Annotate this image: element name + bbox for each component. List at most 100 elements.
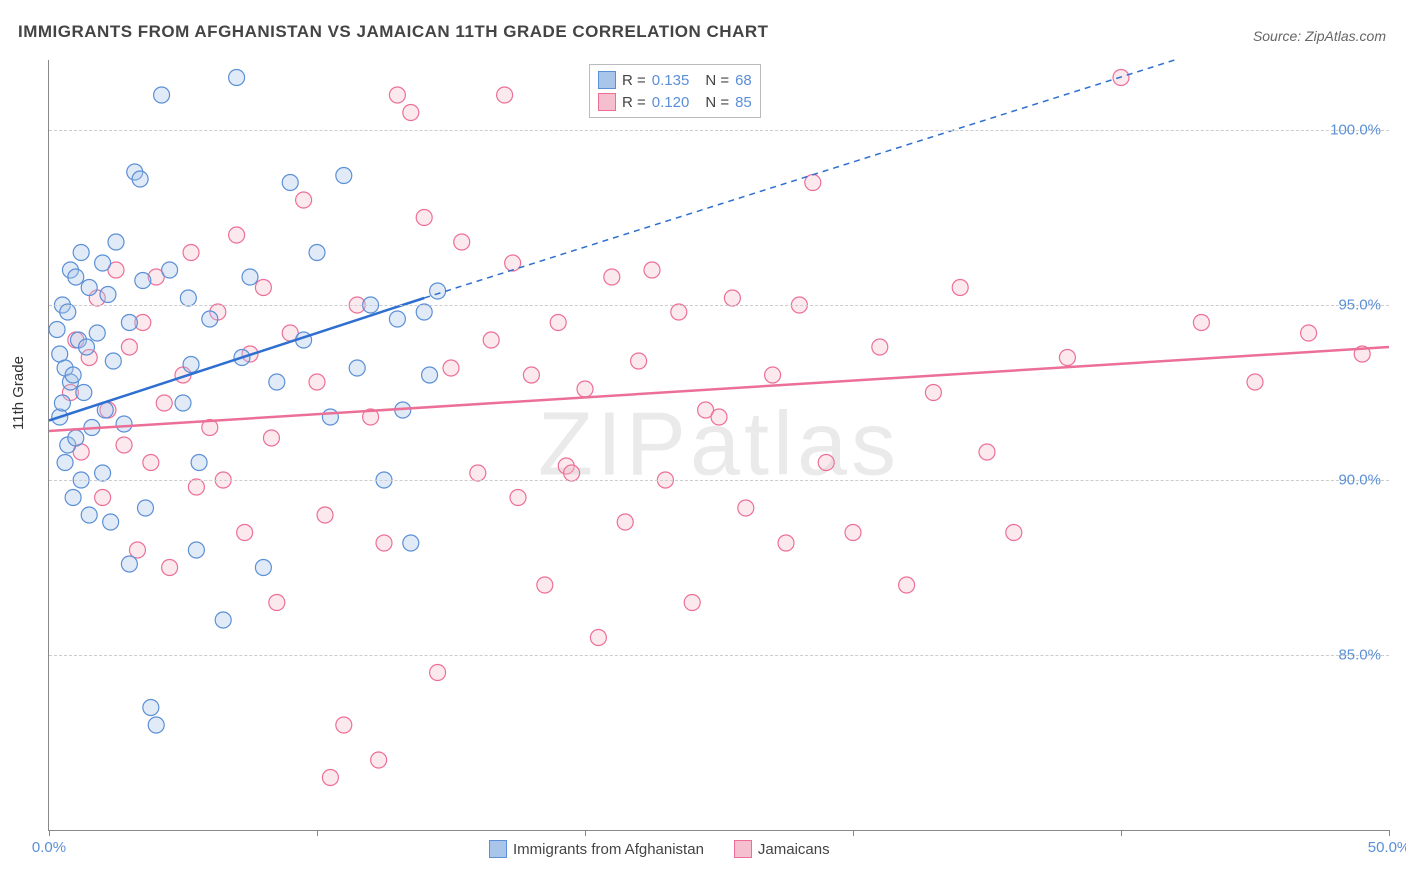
data-point	[103, 514, 119, 530]
legend-R-label: R =	[622, 72, 646, 89]
swatch-afghanistan	[598, 71, 616, 89]
y-axis-label: 11th Grade	[10, 356, 27, 430]
data-point	[116, 437, 132, 453]
data-point	[505, 255, 521, 271]
data-point	[183, 357, 199, 373]
x-tick-mark	[49, 830, 50, 836]
data-point	[148, 717, 164, 733]
data-point	[497, 87, 513, 103]
data-point	[162, 262, 178, 278]
data-point	[1193, 315, 1209, 331]
data-point	[389, 311, 405, 327]
gridline-h	[49, 305, 1389, 306]
data-point	[121, 315, 137, 331]
data-point	[215, 612, 231, 628]
x-tick-label: 0.0%	[32, 839, 66, 856]
data-point	[129, 542, 145, 558]
data-point	[738, 500, 754, 516]
data-point	[422, 367, 438, 383]
data-point	[336, 717, 352, 733]
legend-R-value-afghanistan: 0.135	[652, 72, 690, 89]
y-tick-label: 100.0%	[1330, 122, 1381, 139]
data-point	[137, 500, 153, 516]
data-point	[403, 105, 419, 121]
data-point	[95, 465, 111, 481]
chart-svg	[49, 60, 1389, 830]
data-point	[925, 385, 941, 401]
data-point	[617, 514, 633, 530]
data-point	[309, 374, 325, 390]
legend-N-value-jamaicans: 85	[735, 94, 752, 111]
trend-line	[424, 60, 1174, 298]
x-tick-mark	[585, 830, 586, 836]
data-point	[202, 311, 218, 327]
data-point	[188, 542, 204, 558]
data-point	[143, 455, 159, 471]
data-point	[79, 339, 95, 355]
data-point	[65, 490, 81, 506]
data-point	[309, 245, 325, 261]
data-point	[577, 381, 593, 397]
data-point	[116, 416, 132, 432]
legend-label-jamaicans: Jamaicans	[758, 841, 830, 858]
data-point	[191, 455, 207, 471]
data-point	[95, 490, 111, 506]
data-point	[454, 234, 470, 250]
data-point	[95, 255, 111, 271]
data-point	[1247, 374, 1263, 390]
legend-N-label: N =	[705, 72, 729, 89]
x-tick-mark	[1121, 830, 1122, 836]
data-point	[349, 360, 365, 376]
data-point	[49, 322, 65, 338]
data-point	[564, 465, 580, 481]
gridline-h	[49, 655, 1389, 656]
data-point	[443, 360, 459, 376]
data-point	[590, 630, 606, 646]
data-point	[162, 560, 178, 576]
data-point	[188, 479, 204, 495]
data-point	[845, 525, 861, 541]
y-tick-label: 90.0%	[1338, 472, 1381, 489]
data-point	[483, 332, 499, 348]
data-point	[121, 339, 137, 355]
legend-N-value-afghanistan: 68	[735, 72, 752, 89]
swatch-jamaicans	[598, 93, 616, 111]
data-point	[403, 535, 419, 551]
data-point	[389, 87, 405, 103]
correlation-legend: R = 0.135 N = 68 R = 0.120 N = 85	[589, 64, 761, 118]
data-point	[81, 280, 97, 296]
data-point	[154, 87, 170, 103]
data-point	[175, 395, 191, 411]
legend-item-jamaicans: Jamaicans	[734, 840, 830, 858]
data-point	[711, 409, 727, 425]
data-point	[65, 367, 81, 383]
data-point	[644, 262, 660, 278]
data-point	[269, 595, 285, 611]
data-point	[818, 455, 834, 471]
data-point	[376, 535, 392, 551]
x-tick-label: 50.0%	[1368, 839, 1406, 856]
x-tick-mark	[1389, 830, 1390, 836]
data-point	[76, 385, 92, 401]
data-point	[510, 490, 526, 506]
data-point	[180, 290, 196, 306]
x-tick-mark	[853, 830, 854, 836]
gridline-h	[49, 480, 1389, 481]
data-point	[322, 409, 338, 425]
data-point	[470, 465, 486, 481]
data-point	[336, 168, 352, 184]
data-point	[105, 353, 121, 369]
data-point	[416, 304, 432, 320]
data-point	[68, 269, 84, 285]
data-point	[296, 192, 312, 208]
data-point	[68, 430, 84, 446]
data-point	[550, 315, 566, 331]
data-point	[523, 367, 539, 383]
data-point	[416, 210, 432, 226]
data-point	[952, 280, 968, 296]
data-point	[631, 353, 647, 369]
data-point	[430, 665, 446, 681]
series-legend: Immigrants from Afghanistan Jamaicans	[489, 840, 830, 858]
data-point	[282, 175, 298, 191]
chart-title: IMMIGRANTS FROM AFGHANISTAN VS JAMAICAN …	[18, 22, 769, 42]
